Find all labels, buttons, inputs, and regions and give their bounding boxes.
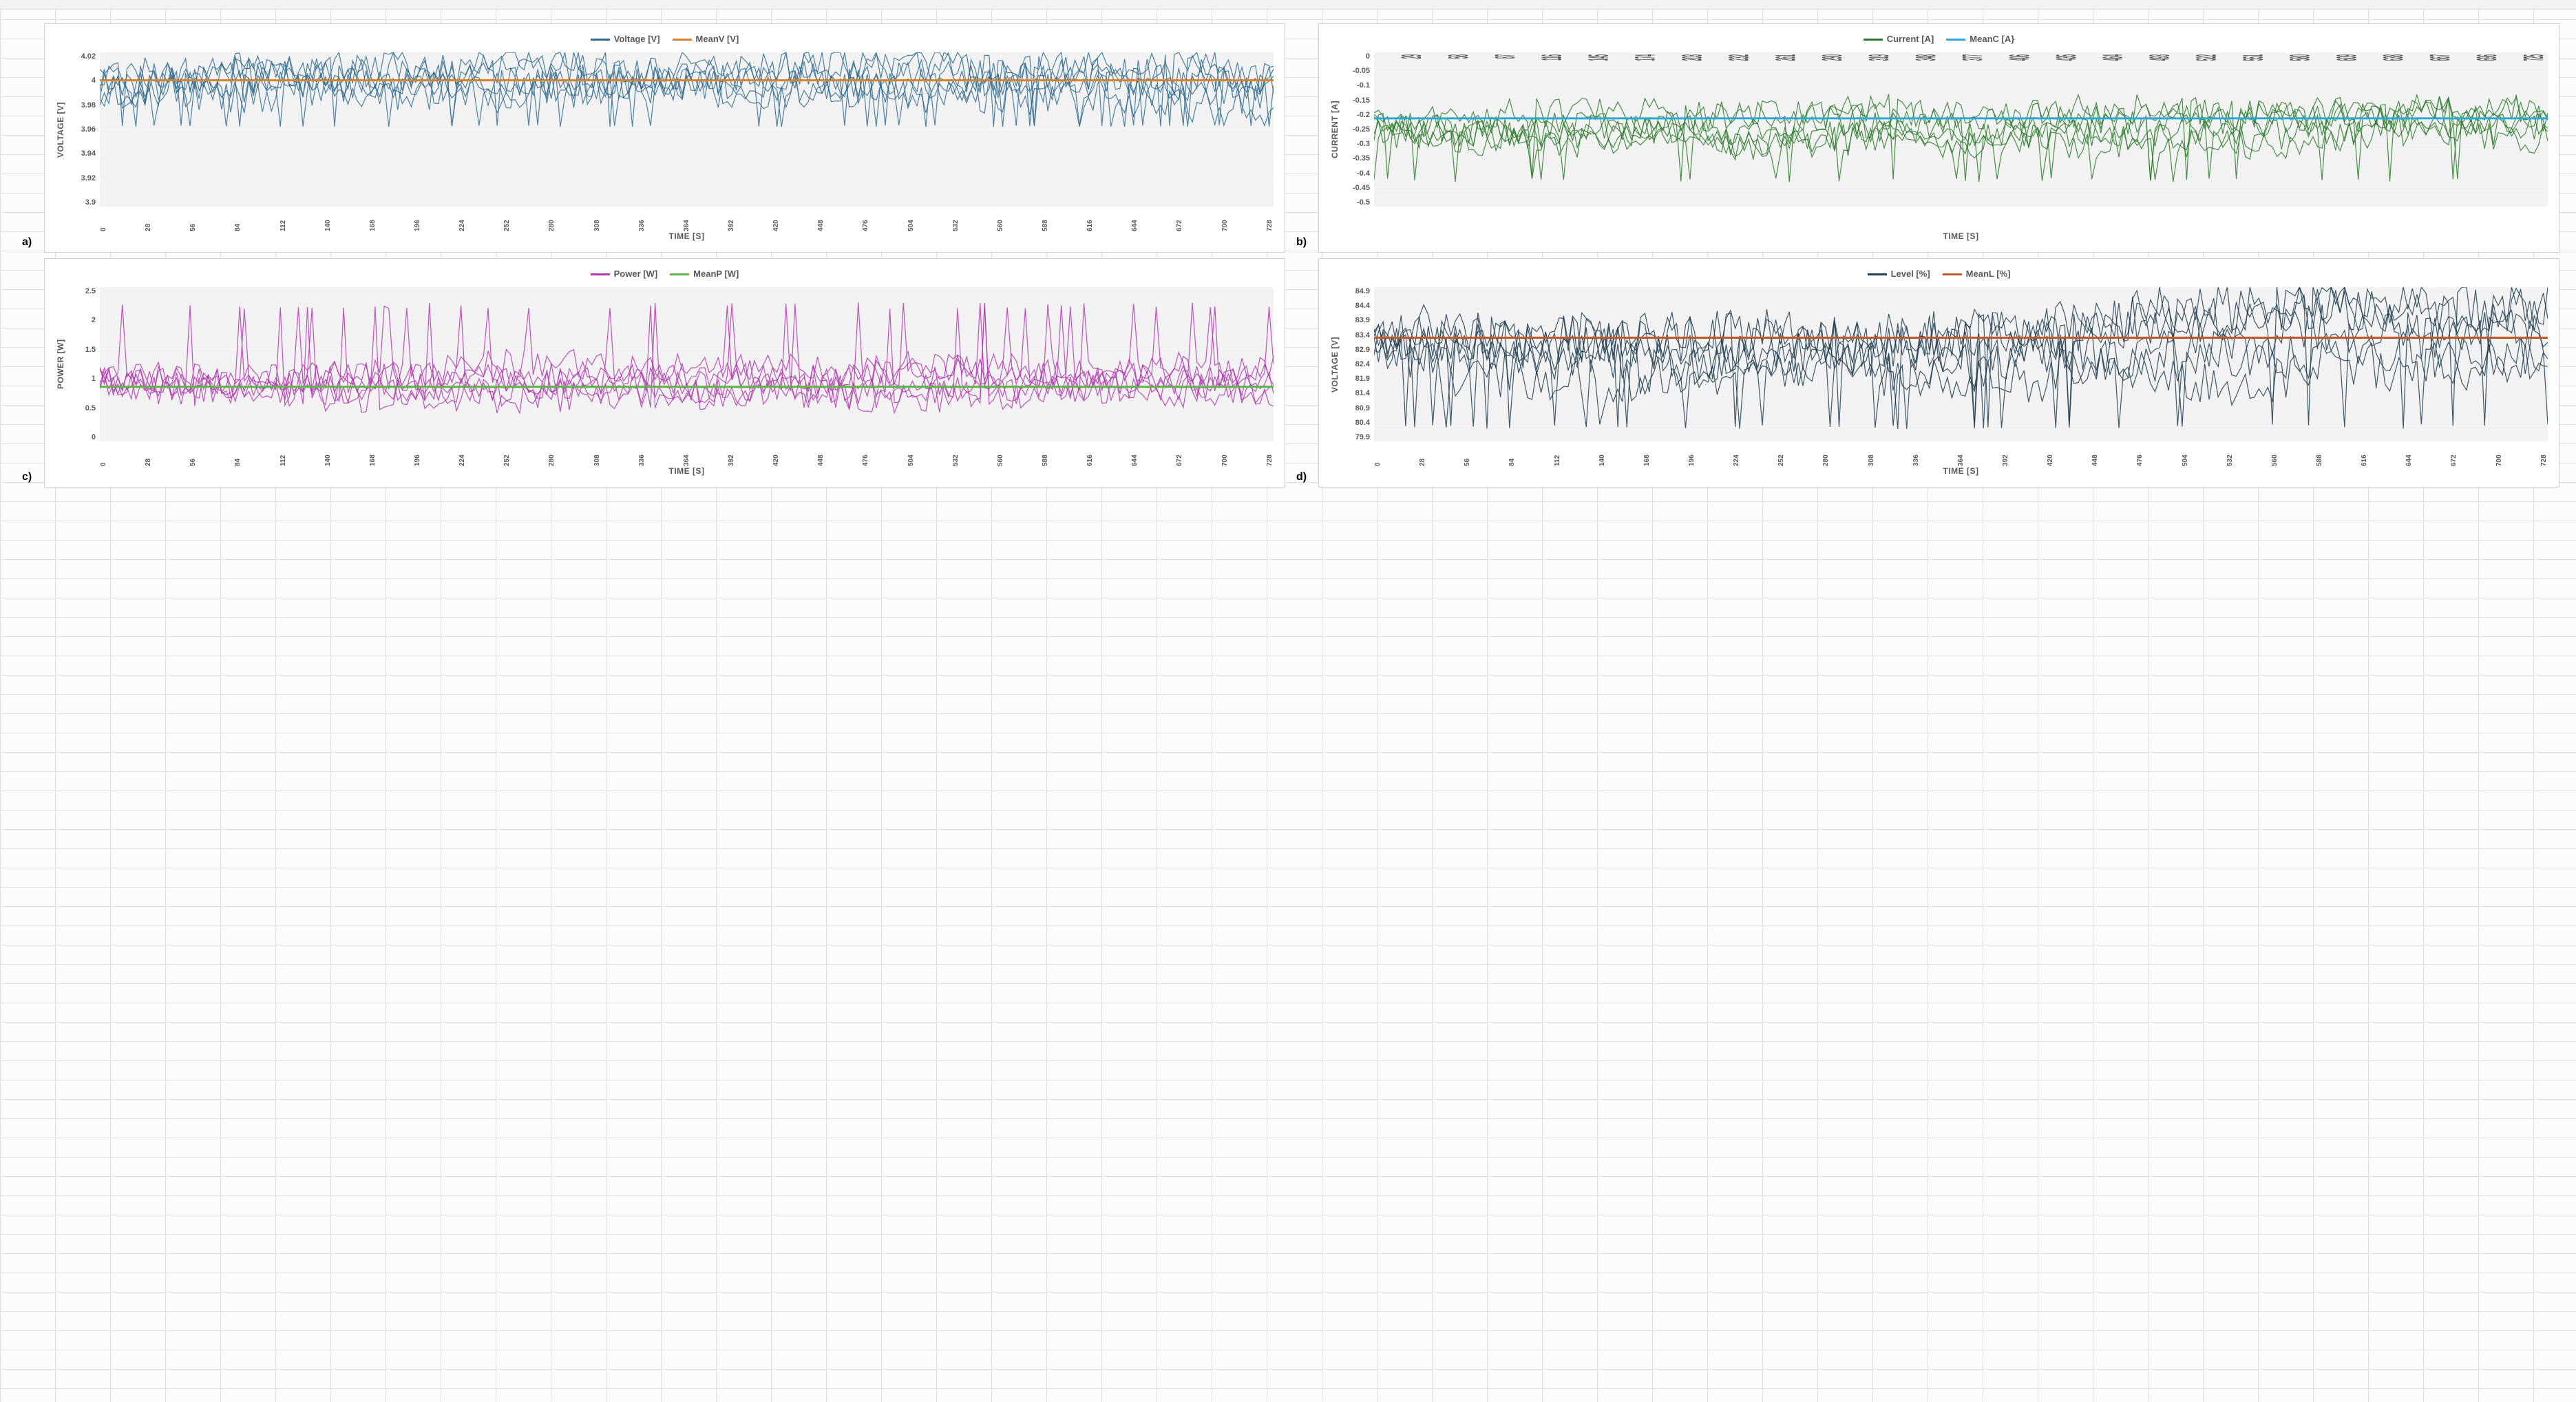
cell-b: b) Current [A] MeanC [A} CURRENT [A] 0-0… <box>1291 23 2559 253</box>
legend-label: MeanP [W] <box>693 269 739 279</box>
svg-text:261: 261 <box>1771 54 1802 61</box>
svg-text:522: 522 <box>2191 54 2222 61</box>
subplot-label-a: a) <box>17 232 44 253</box>
svg-text:725: 725 <box>2519 54 2548 61</box>
svg-text:319: 319 <box>1864 54 1895 61</box>
legend-item: MeanL [%] <box>1943 269 2011 279</box>
svg-text:377: 377 <box>1958 54 1989 61</box>
svg-text:464: 464 <box>2098 54 2129 61</box>
svg-text:638: 638 <box>2378 54 2409 61</box>
chart-c: Power [W] MeanP [W] POWER [W] 2.521.510.… <box>44 258 1285 488</box>
svg-text:406: 406 <box>2005 54 2036 61</box>
x-axis-ticks: 0285684112140168196224252280308336364392… <box>1374 441 2548 466</box>
svg-text:232: 232 <box>1724 54 1755 61</box>
legend-b: Current [A] MeanC [A} <box>1330 34 2548 44</box>
chart-b: Current [A] MeanC [A} CURRENT [A] 0-0.05… <box>1318 23 2559 253</box>
legend-label: MeanV [V] <box>696 34 739 44</box>
svg-text:551: 551 <box>2238 54 2269 61</box>
line-swatch-icon <box>1946 39 1965 41</box>
svg-text:58: 58 <box>1444 54 1475 59</box>
y-axis-ticks: 0-0.05-0.1-0.15-0.2-0.25-0.3-0.35-0.4-0.… <box>1347 52 1374 207</box>
plot-area-d <box>1374 287 2548 441</box>
legend-label: MeanC [A} <box>1970 34 2014 44</box>
svg-text:609: 609 <box>2332 54 2363 61</box>
svg-text:493: 493 <box>2145 54 2176 61</box>
plot-area-a <box>100 52 1274 207</box>
x-axis-title: TIME [S] <box>1374 231 2548 245</box>
legend-item: MeanV [V] <box>673 34 739 44</box>
svg-text:667: 667 <box>2425 54 2456 61</box>
cell-d: d) Level [%] MeanL [%] VOLTAGE [V] 84.98… <box>1291 258 2559 488</box>
plot-area-b: 0 29 58 87 116 145 174 203 232 261 290 319 348 377 406… <box>1374 52 2548 207</box>
spreadsheet-background: a) Voltage [V] MeanV [V] VOLTAGE [V] 4.0… <box>0 0 2576 1402</box>
svg-text:116: 116 <box>1537 54 1568 61</box>
x-axis-title: TIME [S] <box>1374 466 2548 480</box>
legend-label: Level [%] <box>1891 269 1930 279</box>
legend-item: Power [W] <box>591 269 658 279</box>
plot-area-c <box>100 287 1274 441</box>
y-axis-title: POWER [W] <box>56 287 72 441</box>
svg-text:0: 0 <box>1374 54 1381 56</box>
line-swatch-icon <box>591 273 610 275</box>
subplot-label-b: b) <box>1291 232 1318 253</box>
svg-text:203: 203 <box>1677 54 1708 61</box>
y-axis-title: VOLTAGE [V] <box>1330 287 1347 441</box>
y-axis-title: VOLTAGE [V] <box>56 52 72 207</box>
x-axis-title: TIME [S] <box>100 231 1274 245</box>
cell-a: a) Voltage [V] MeanV [V] VOLTAGE [V] 4.0… <box>17 23 1285 253</box>
legend-item: MeanC [A} <box>1946 34 2014 44</box>
chart-grid: a) Voltage [V] MeanV [V] VOLTAGE [V] 4.0… <box>0 10 2576 501</box>
legend-d: Level [%] MeanL [%] <box>1330 269 2548 279</box>
line-swatch-icon <box>1868 273 1887 275</box>
svg-text:174: 174 <box>1630 54 1661 61</box>
y-axis-ticks: 4.0243.983.963.943.923.9 <box>72 52 100 207</box>
legend-item: Voltage [V] <box>591 34 660 44</box>
line-swatch-icon <box>670 273 689 275</box>
subplot-label-d: d) <box>1291 467 1318 488</box>
svg-text:145: 145 <box>1584 54 1615 61</box>
x-axis-ticks: 0285684112140168196224252280308336364392… <box>100 207 1274 231</box>
chart-d: Level [%] MeanL [%] VOLTAGE [V] 84.984.4… <box>1318 258 2559 488</box>
line-swatch-icon <box>673 39 692 41</box>
subplot-label-c: c) <box>17 467 44 488</box>
y-axis-ticks: 2.521.510.50 <box>72 287 100 441</box>
legend-label: Power [W] <box>614 269 658 279</box>
legend-label: Voltage [V] <box>614 34 660 44</box>
legend-item: Current [A] <box>1864 34 1934 44</box>
legend-item: Level [%] <box>1868 269 1930 279</box>
line-swatch-icon <box>1864 39 1883 41</box>
line-swatch-icon <box>1943 273 1962 275</box>
chart-a: Voltage [V] MeanV [V] VOLTAGE [V] 4.0243… <box>44 23 1285 253</box>
y-axis-ticks: 84.984.483.983.482.982.481.981.480.980.4… <box>1347 287 1374 441</box>
svg-text:435: 435 <box>2051 54 2082 61</box>
legend-item: MeanP [W] <box>670 269 739 279</box>
svg-text:29: 29 <box>1397 54 1428 59</box>
y-axis-title: CURRENT [A] <box>1330 52 1347 207</box>
svg-text:290: 290 <box>1817 54 1848 61</box>
x-axis-title: TIME [S] <box>100 466 1274 480</box>
legend-label: MeanL [%] <box>1966 269 2011 279</box>
legend-label: Current [A] <box>1887 34 1934 44</box>
line-swatch-icon <box>591 39 610 41</box>
x-axis-ticks: 0285684112140168196224252280308336364392… <box>100 441 1274 466</box>
legend-c: Power [W] MeanP [W] <box>56 269 1274 279</box>
top-edge <box>0 0 2576 10</box>
svg-text:87: 87 <box>1490 54 1521 59</box>
legend-a: Voltage [V] MeanV [V] <box>56 34 1274 44</box>
cell-c: c) Power [W] MeanP [W] POWER [W] 2.521.5… <box>17 258 1285 488</box>
svg-text:348: 348 <box>1911 54 1942 61</box>
svg-text:580: 580 <box>2285 54 2316 61</box>
svg-text:696: 696 <box>2472 54 2503 61</box>
